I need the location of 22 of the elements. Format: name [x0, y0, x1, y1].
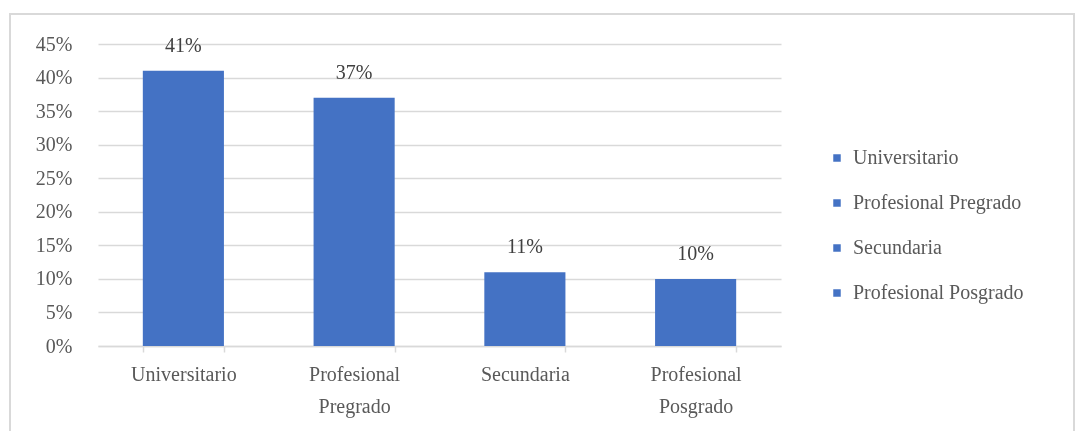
y-tick-label: 35% [35, 99, 73, 122]
x-tick-label: Profesional Pregrado [309, 362, 401, 418]
y-tick-label: 10% [35, 267, 73, 290]
legend-label: Profesional Posgrado [853, 281, 1024, 304]
legend-label: Profesional Pregrado [853, 191, 1022, 214]
y-tick-label: 40% [35, 66, 73, 89]
y-tick-label: 25% [35, 166, 73, 189]
data-label: 10% [677, 241, 714, 264]
legend-label: Secundaria [853, 236, 942, 258]
data-label: 37% [335, 60, 373, 83]
legend-label: Universitario [853, 146, 959, 168]
y-tick-label: 0% [45, 334, 73, 357]
y-tick-label: 20% [35, 200, 73, 223]
x-tick-label: Universitario [131, 362, 237, 385]
data-label: 41% [165, 33, 202, 56]
x-tick-label: Secundaria [480, 362, 570, 385]
y-tick-label: 15% [35, 233, 73, 256]
y-tick-label: 30% [35, 133, 73, 156]
y-tick-label: 5% [45, 300, 73, 323]
x-tick-label: Profesional Posgrado [650, 362, 743, 418]
y-tick-label: 45% [35, 32, 73, 55]
data-label: 11% [506, 235, 543, 258]
